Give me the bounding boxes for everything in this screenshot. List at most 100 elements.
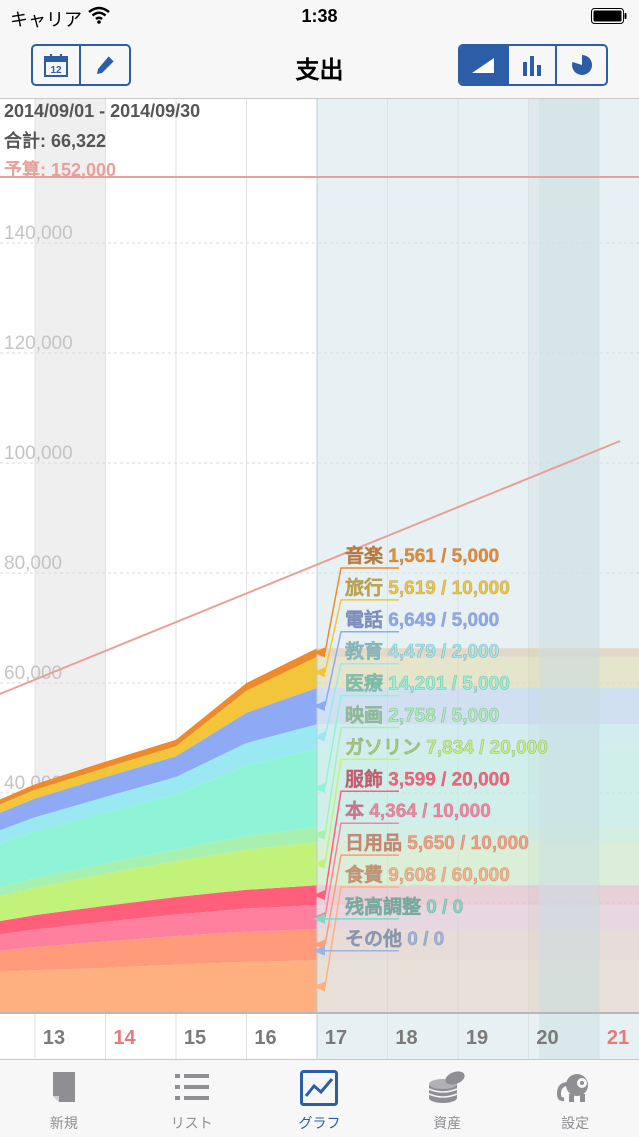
label-leader [324,854,399,945]
label-pointer [313,829,325,840]
tab-new[interactable]: 新規 [0,1060,128,1137]
category-label: ガソリン 7,834 / 20,000 [345,736,548,758]
wifi-icon [88,6,110,24]
pie-chart-icon [571,54,592,75]
label-pointer [313,667,325,678]
chart-type-segment [458,44,608,86]
label-pointer [313,890,325,901]
total-amount: 合計: 66,322 [4,131,107,151]
pen-icon [97,55,115,74]
label-pointer [313,782,325,793]
carrier-name: キャリア [10,10,82,30]
area-服飾 [0,885,317,935]
tab-label: 新規 [49,1115,78,1131]
x-tick-label: 17 [325,1027,347,1049]
area-chart-button[interactable] [460,46,509,84]
y-tick-label: 60,000 [4,663,62,684]
calendar-icon: 12 [44,54,69,77]
y-tick-label: 100,000 [4,443,73,464]
area-医療 [0,748,317,888]
tab-assets[interactable]: 資産 [383,1060,511,1137]
budget-amount: 予算: 152,000 [4,160,117,180]
pie-chart-button[interactable] [557,46,606,84]
category-label: 音楽 1,561 / 5,000 [345,544,499,567]
label-pointer [313,945,325,956]
category-label: 服飾 3,599 / 20,000 [345,767,510,790]
label-leader [324,726,399,835]
clock: 1:38 [301,6,338,26]
label-leader [324,567,399,653]
area-本 [0,905,317,951]
area-ガソリン [0,842,317,922]
category-label: その他 0 / 0 [345,927,444,950]
area-映画 [0,827,317,897]
label-leader [324,758,399,864]
tab-settings[interactable]: 設定 [511,1060,639,1137]
label-leader [324,631,399,707]
category-label: 教育 4,479 / 2,000 [345,640,499,663]
area-音楽 [0,648,317,805]
page-title: 支出 [295,57,344,84]
area-chart-icon [472,58,495,73]
category-label: 医療 14,201 / 5,000 [345,672,510,695]
label-pointer [313,913,325,924]
tab-bar: 新規 リスト グラフ 資産 [0,1059,639,1137]
area-chart: 020,00040,00060,00080,000100,000120,0001… [0,99,639,1059]
tab-graph[interactable]: グラフ [256,1060,384,1137]
tab-label: リスト [170,1115,213,1131]
tab-list[interactable]: リスト [128,1060,256,1137]
label-leader [324,790,399,896]
category-label: 旅行 5,619 / 10,000 [345,576,510,599]
budget-pace-line [0,440,621,695]
label-pointer [313,981,325,992]
label-pointer [313,858,325,869]
calendar-button[interactable]: 12 [33,46,82,84]
graph-icon [300,1070,339,1106]
category-label: 本 4,364 / 10,000 [345,799,491,822]
y-tick-label: 120,000 [4,333,73,354]
category-label: 電話 6,649 / 5,000 [345,608,499,631]
x-tick-label: 14 [113,1027,136,1049]
category-label: 映画 2,758 / 5,000 [345,705,499,727]
tab-label: 資産 [433,1115,462,1131]
area-食費 [0,960,317,1013]
navigation-bar: 12 支出 [0,34,639,99]
status-bar: キャリア 1:38 [0,0,639,34]
label-leader [324,694,399,789]
bar-chart-icon [523,56,542,76]
x-tick-label: 18 [395,1027,417,1049]
tab-label: グラフ [298,1115,341,1131]
y-tick-label: 80,000 [4,553,62,574]
category-label: 食費 9,608 / 60,000 [345,863,510,886]
category-label: 残高調整 0 / 0 [345,895,463,918]
area-教育 [0,724,317,844]
elephant-settings-icon [557,1074,589,1102]
list-icon [174,1074,209,1100]
label-leader [324,822,399,918]
bar-chart-button[interactable] [509,46,558,84]
svg-text:12: 12 [50,65,62,76]
future-weekend-column [539,99,599,1059]
x-tick-label: 19 [466,1027,488,1049]
label-pointer [313,701,325,712]
label-leader [324,662,399,737]
label-leader [324,599,399,673]
label-leader [324,886,399,987]
area-旅行 [0,656,317,813]
period-tools-segment: 12 [31,44,131,86]
x-tick-label: 13 [43,1027,65,1049]
area-日用品 [0,929,317,972]
area-電話 [0,687,317,831]
label-pointer [313,647,325,658]
label-pointer [313,731,325,742]
new-entry-icon [52,1072,75,1102]
period-range: 2014/09/01 - 2014/09/30 [4,101,201,121]
x-tick-label: 20 [536,1027,558,1049]
expense-chart[interactable]: 020,00040,00060,00080,000100,000120,0001… [0,99,639,1059]
category-label: 日用品 5,650 / 10,000 [345,832,529,854]
coins-icon [428,1071,465,1103]
battery-icon [591,8,627,24]
tab-label: 設定 [561,1115,590,1131]
x-tick-label: 15 [184,1027,206,1049]
pen-button[interactable] [81,46,129,84]
